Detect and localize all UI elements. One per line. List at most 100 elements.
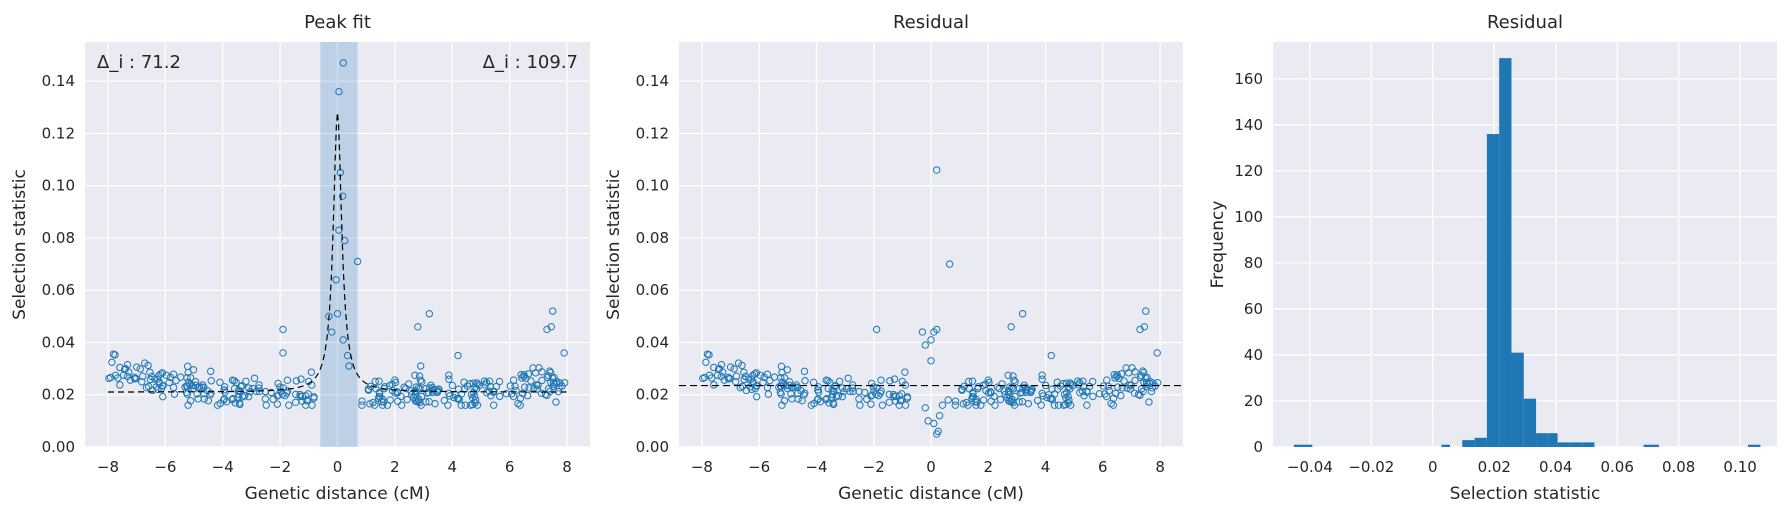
data-point [142, 383, 151, 392]
histogram-bar [1643, 444, 1659, 447]
data-point [200, 389, 208, 398]
data-point [740, 375, 748, 384]
data-point [514, 399, 522, 408]
data-point [1059, 401, 1068, 409]
data-point [393, 389, 402, 397]
data-point [1008, 395, 1016, 403]
x-tick-label: 0 [1428, 458, 1438, 476]
y-axis-label: Selection statistic [10, 169, 30, 320]
data-point [130, 373, 139, 382]
data-point [1027, 386, 1036, 394]
data-point [292, 390, 300, 399]
y-tick-label: 0.08 [42, 229, 75, 247]
data-point [169, 370, 178, 378]
data-point [138, 378, 146, 386]
data-point [358, 397, 366, 405]
data-point [216, 378, 224, 387]
data-point [261, 395, 270, 403]
data-point [867, 400, 875, 408]
data-point [935, 411, 944, 420]
data-point [495, 377, 504, 386]
data-point [1038, 389, 1046, 398]
panel-title: Residual [893, 12, 969, 33]
data-point [444, 401, 452, 409]
y-tick-label: 0.08 [636, 229, 669, 247]
highlight-band [320, 42, 358, 447]
data-point [303, 397, 312, 405]
data-point [250, 374, 259, 382]
data-point [159, 381, 167, 390]
data-point [183, 374, 191, 382]
data-point [1118, 384, 1126, 392]
data-point [1109, 401, 1118, 409]
histogram-bar [1474, 437, 1487, 447]
data-point [951, 401, 960, 409]
data-point [964, 401, 972, 409]
data-point [740, 368, 748, 376]
data-point [987, 397, 995, 405]
data-point [220, 383, 229, 391]
x-tick-label: −2 [269, 458, 291, 476]
data-point [416, 376, 425, 384]
data-point [895, 401, 903, 409]
data-point [376, 392, 384, 401]
data-point [1000, 387, 1008, 395]
plot-background [1273, 42, 1777, 447]
data-point [473, 401, 482, 409]
data-point [114, 374, 122, 382]
data-point [838, 392, 847, 401]
y-tick-label: 0.06 [42, 281, 75, 299]
data-point [1074, 377, 1082, 385]
panel-title: Peak fit [304, 12, 371, 33]
data-point [944, 396, 952, 404]
data-point [279, 349, 287, 357]
data-point [1038, 371, 1046, 379]
data-point [191, 377, 200, 386]
data-point [1015, 398, 1023, 406]
data-point [397, 401, 406, 409]
data-point [1117, 391, 1125, 400]
data-point [154, 385, 162, 394]
data-point [560, 349, 568, 357]
data-point [1120, 377, 1128, 385]
histogram-bar [1523, 398, 1537, 447]
data-point [240, 392, 249, 400]
data-point [921, 404, 929, 412]
data-point [552, 398, 560, 406]
data-point [353, 257, 362, 266]
data-point [1076, 388, 1084, 397]
y-tick-label: 0 [1253, 438, 1263, 456]
data-point [482, 388, 491, 397]
x-tick-label: 8 [1155, 458, 1165, 476]
data-point [186, 373, 195, 382]
data-point [855, 395, 863, 403]
data-point [425, 310, 434, 318]
data-point [556, 379, 564, 387]
data-point [236, 400, 244, 409]
x-axis-label: Selection statistic [1450, 484, 1601, 504]
data-point [381, 383, 389, 391]
histogram-bar [1511, 352, 1524, 447]
data-point [705, 351, 713, 359]
x-tick-label: 4 [1041, 458, 1051, 476]
data-point [1083, 401, 1091, 409]
x-tick-label: −0.02 [1348, 458, 1394, 476]
data-point [411, 371, 419, 380]
data-point [732, 372, 741, 380]
data-point [924, 417, 932, 425]
data-point [780, 373, 789, 382]
data-point [237, 382, 245, 391]
data-point [533, 385, 541, 393]
histogram-bar [1536, 433, 1549, 447]
data-point [1079, 382, 1088, 391]
data-point [234, 386, 243, 395]
data-point [1047, 351, 1055, 360]
data-point [849, 387, 857, 396]
data-point [189, 366, 198, 374]
data-point [132, 374, 140, 383]
data-point [301, 392, 310, 400]
data-point [1007, 323, 1015, 331]
data-point [228, 376, 237, 384]
data-point [731, 378, 740, 386]
data-point [933, 325, 941, 334]
